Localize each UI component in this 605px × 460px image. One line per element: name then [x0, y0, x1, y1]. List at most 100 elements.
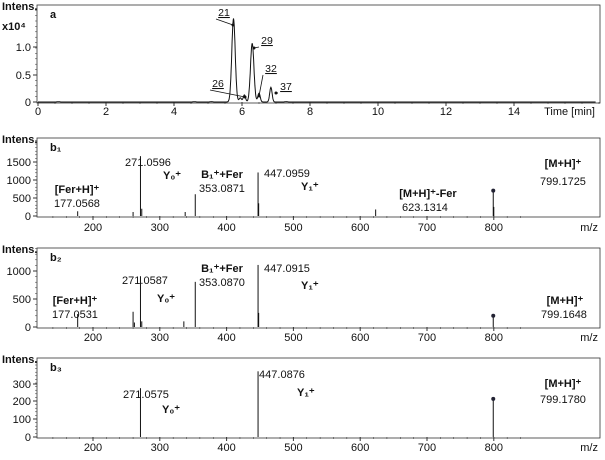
peak-ion-label: [Fer+H]⁺	[53, 295, 98, 307]
x-axis-label: m/z	[580, 332, 598, 344]
x-axis-label: m/z	[580, 442, 598, 454]
peak-arrowhead	[231, 23, 235, 27]
peak-label: 26	[212, 78, 224, 90]
peak-label: 29	[261, 35, 273, 47]
y-tick-label: 0	[25, 211, 31, 223]
peak-mz-label: 271.0587	[122, 275, 168, 287]
y-axis-label: Intens.	[2, 1, 37, 13]
x-tick-label: 300	[151, 222, 169, 234]
x-tick-label: 14	[508, 106, 520, 118]
peak-ion-label: B₁⁺+Fer	[201, 263, 244, 275]
peak-arrow	[258, 74, 264, 97]
peak-ion-label: Y₁⁺	[301, 280, 319, 292]
panel-b3	[33, 357, 601, 441]
panel-label: b₂	[50, 252, 62, 264]
y-tick-label: 200	[13, 396, 31, 408]
peak-ion-label: [M+H]⁺	[547, 295, 584, 307]
precursor-marker	[491, 188, 496, 193]
peak-ion-label: Y₁⁺	[301, 181, 319, 193]
y-tick-label: 0.5	[16, 70, 31, 82]
plot-frame	[36, 357, 601, 439]
y-axis-label: Intens.	[2, 244, 37, 256]
y-tick-label: 0	[25, 432, 31, 444]
peak-ion-label: [M+H]⁺-Fer	[399, 188, 457, 200]
x-tick-label: 700	[418, 442, 436, 454]
peak-arrowhead	[243, 95, 247, 99]
plot-frame	[36, 137, 601, 218]
x-tick-label: 300	[151, 332, 169, 344]
peak-mz-label: 447.0959	[264, 168, 310, 180]
peak-label: 37	[280, 81, 292, 93]
x-tick-label: 600	[351, 222, 369, 234]
x-tick-label: 8	[307, 106, 313, 118]
x-tick-label: 12	[440, 106, 452, 118]
y-tick-label: 0	[25, 97, 31, 109]
x-tick-label: 400	[217, 442, 235, 454]
peak-ion-label: [Fer+H]⁺	[55, 184, 100, 196]
peak-mz-label: 799.1725	[540, 176, 586, 188]
peak-ion-label: [M+H]⁺	[545, 158, 582, 170]
peak-arrow	[215, 18, 234, 26]
panel-a	[33, 4, 601, 106]
x-tick-label: 600	[351, 442, 369, 454]
y-axis-label: Intens.	[2, 134, 37, 146]
y-tick-label: 300	[13, 379, 31, 391]
peak-ion-label: B₁⁺+Fer	[201, 169, 244, 181]
y-multiplier-label: x10⁴	[2, 21, 26, 33]
x-axis-label: m/z	[580, 222, 598, 234]
peak-ion-label: Y₁⁺	[297, 387, 315, 399]
panel-b2	[33, 247, 601, 331]
peak-label: 21	[218, 7, 230, 19]
chromatogram-trace	[38, 18, 596, 103]
peak-label: 32	[265, 63, 277, 75]
peak-arrowhead	[274, 91, 278, 95]
precursor-marker	[491, 396, 496, 401]
peak-mz-label: 447.0915	[264, 263, 310, 275]
x-tick-label: 500	[284, 222, 302, 234]
x-axis-label: Time [min]	[544, 106, 595, 118]
x-tick-label: 500	[284, 442, 302, 454]
peak-mz-label: 799.1648	[541, 309, 587, 321]
panel-b1	[33, 137, 601, 220]
x-tick-label: 800	[485, 442, 503, 454]
y-tick-label: 100	[13, 414, 31, 426]
x-tick-label: 800	[485, 332, 503, 344]
peak-mz-label: 271.0575	[123, 389, 169, 401]
x-tick-label: 500	[284, 332, 302, 344]
x-tick-label: 4	[171, 106, 177, 118]
x-tick-label: 700	[418, 222, 436, 234]
y-tick-label: 1000	[7, 175, 31, 187]
x-tick-label: 200	[84, 222, 102, 234]
y-tick-label: 1500	[7, 157, 31, 169]
peak-arrow	[209, 89, 246, 98]
peak-mz-label: 271.0596	[125, 157, 171, 169]
x-tick-label: 10	[372, 106, 384, 118]
peak-mz-label: 353.0871	[199, 183, 245, 195]
x-tick-label: 800	[485, 222, 503, 234]
peak-mz-label: 799.1780	[540, 394, 586, 406]
plot-frame	[36, 4, 601, 104]
y-tick-label: 500	[13, 294, 31, 306]
panel-label: a	[50, 9, 57, 21]
peak-arrowhead	[252, 46, 256, 50]
panel-label: b₃	[50, 362, 62, 374]
precursor-marker	[491, 313, 496, 318]
x-tick-label: 2	[103, 106, 109, 118]
peak-ion-label: [M+H]⁺	[545, 378, 582, 390]
peak-ion-label: Y₀⁺	[157, 293, 175, 305]
x-tick-label: 700	[418, 332, 436, 344]
x-tick-label: 200	[84, 332, 102, 344]
x-tick-label: 400	[217, 332, 235, 344]
y-tick-label: 500	[13, 193, 31, 205]
x-tick-label: 6	[239, 106, 245, 118]
y-axis-label: Intens.	[2, 354, 37, 366]
peak-mz-label: 623.1314	[402, 202, 448, 214]
x-tick-label: 600	[351, 332, 369, 344]
x-tick-label: 400	[217, 222, 235, 234]
peak-ion-label: Y₀⁺	[163, 170, 181, 182]
y-tick-label: 0	[25, 322, 31, 334]
y-tick-label: 1.0	[16, 42, 31, 54]
y-tick-label: 1000	[7, 266, 31, 278]
peak-mz-label: 447.0876	[259, 369, 305, 381]
